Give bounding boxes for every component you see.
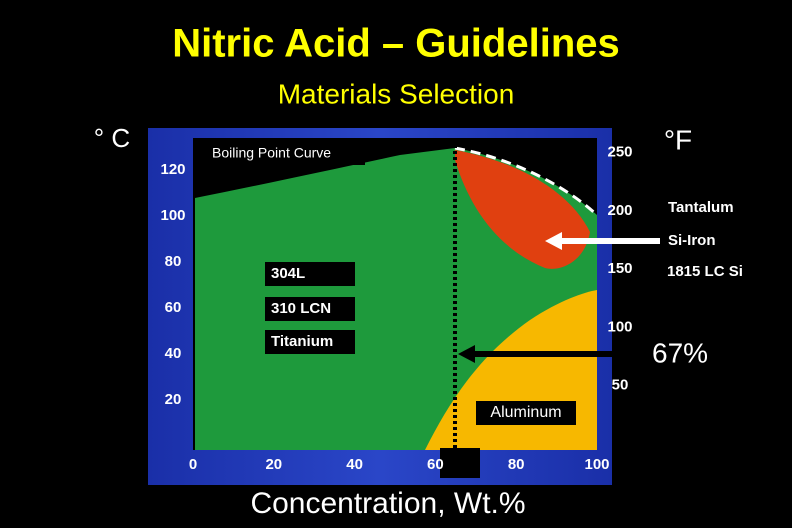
x-tick-label: 20 [265, 456, 282, 473]
si-iron-label: Si-Iron [668, 232, 716, 249]
label-box [662, 196, 750, 220]
title: Nitric Acid – Guidelines [172, 22, 620, 66]
label-box [265, 262, 355, 286]
c-tick-label: 80 [165, 253, 182, 270]
f-tick-label: 250 [607, 144, 632, 161]
lc-si-label: 1815 LC Si [667, 263, 743, 280]
label-box [265, 297, 355, 321]
label-box [476, 401, 576, 425]
label-box [205, 143, 365, 165]
aluminum-label: Aluminum [490, 404, 561, 421]
x-tick-label: 100 [584, 456, 609, 473]
x-tick-label: 40 [346, 456, 363, 473]
c-tick-label: 100 [160, 207, 185, 224]
boiling-label: Boiling Point Curve [212, 145, 331, 161]
boiling-curve [454, 146, 599, 217]
label-box [265, 330, 355, 354]
x-tick-label: 80 [508, 456, 525, 473]
310-label: 310 LCN [271, 300, 331, 317]
arrow [545, 232, 660, 250]
arrow [458, 345, 650, 363]
x-tick-label: 60 [427, 456, 444, 473]
tantalum-label: Tantalum [668, 199, 734, 216]
left-unit: ° C [94, 123, 130, 153]
subtitle: Materials Selection [278, 78, 515, 109]
x-label: Concentration, Wt.% [250, 487, 525, 520]
304l-label: 304L [271, 265, 305, 282]
f-tick-label: 150 [607, 260, 632, 277]
f-tick-label: 50 [612, 377, 629, 394]
titanium-label: Titanium [271, 333, 333, 350]
percent-label: 67% [652, 337, 708, 368]
f-tick-label: 200 [607, 202, 632, 219]
c-tick-label: 20 [165, 391, 182, 408]
f-tick-label: 100 [607, 318, 632, 335]
right-unit: °F [664, 124, 692, 155]
c-tick-label: 120 [160, 161, 185, 178]
c-tick-label: 60 [165, 299, 182, 316]
x-tick-label: 0 [189, 456, 197, 473]
c-tick-label: 40 [165, 345, 182, 362]
marker-block [440, 448, 480, 478]
